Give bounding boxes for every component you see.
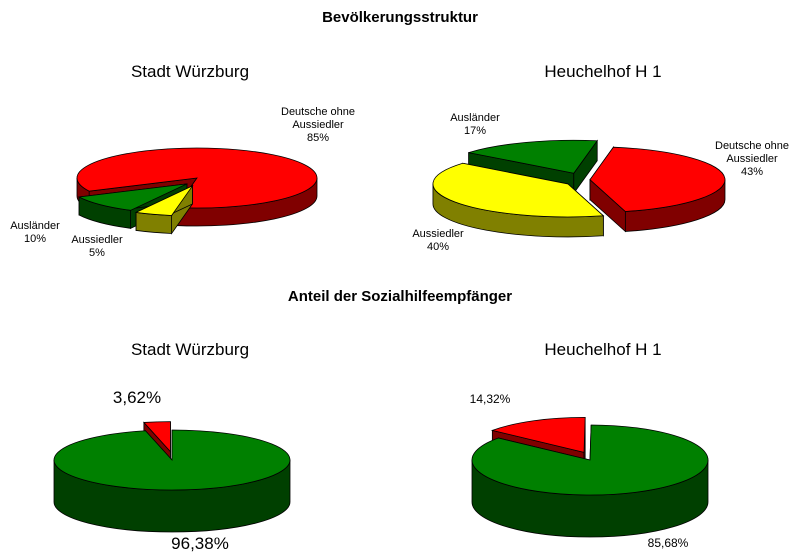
value-label: 5% [89,247,105,259]
pie-slice [471,424,709,538]
slice-top [76,147,318,209]
slice-top [134,184,194,216]
data-label: Deutsche ohne Aussiedler 43% [704,140,800,179]
data-label: Ausländer 10% [0,220,83,246]
heading: Bevölkerungsstruktur [322,9,478,26]
slice-top [471,424,709,496]
pie-slice [432,162,605,238]
chart-title: Stadt Würzburg [130,340,250,359]
slice-top [589,146,726,212]
chart-title: Heuchelhof H 1 [544,340,662,359]
data-label: 85,68% [620,536,716,550]
value-label: 96,38% [171,534,229,553]
value-label: 3,62% [112,388,162,407]
pie-slice [589,145,726,233]
data-label: Aussiedler 5% [49,234,145,260]
value-label: 85,68% [647,536,689,550]
chart-title: Stadt Würzburg [130,62,250,81]
slice-top [468,139,598,174]
category-label: Deutsche ohne Aussiedler [715,140,789,165]
category-label: Aussiedler [412,228,464,240]
category-label: Ausländer [10,220,60,232]
slice-top [53,429,291,491]
data-label: 14,32% [442,392,538,406]
chart-title: Heuchelhof H 1 [544,62,662,81]
data-label: Deutsche ohne Aussiedler 85% [270,106,366,145]
value-label: 43% [740,166,764,178]
slice-top [143,421,171,453]
data-label: Aussiedler 40% [390,228,486,254]
value-label: 85% [306,132,330,144]
value-label: 40% [426,241,450,253]
heading: Anteil der Sozialhilfeempfänger [287,288,513,305]
pie-slice [134,184,194,235]
slice-top [77,183,188,211]
slice-top [432,162,605,218]
value-label: 14,32% [469,392,511,406]
data-label: 96,38% [152,534,248,553]
data-label: 3,62% [89,388,185,407]
data-label: Ausländer 17% [427,112,523,138]
category-label: Aussiedler [71,234,123,246]
value-label: 17% [463,125,487,137]
category-label: Deutsche ohne Aussiedler [281,106,355,131]
slice-top [490,417,586,453]
category-label: Ausländer [450,112,500,124]
pie-slice [53,429,291,533]
value-label: 10% [23,233,47,245]
